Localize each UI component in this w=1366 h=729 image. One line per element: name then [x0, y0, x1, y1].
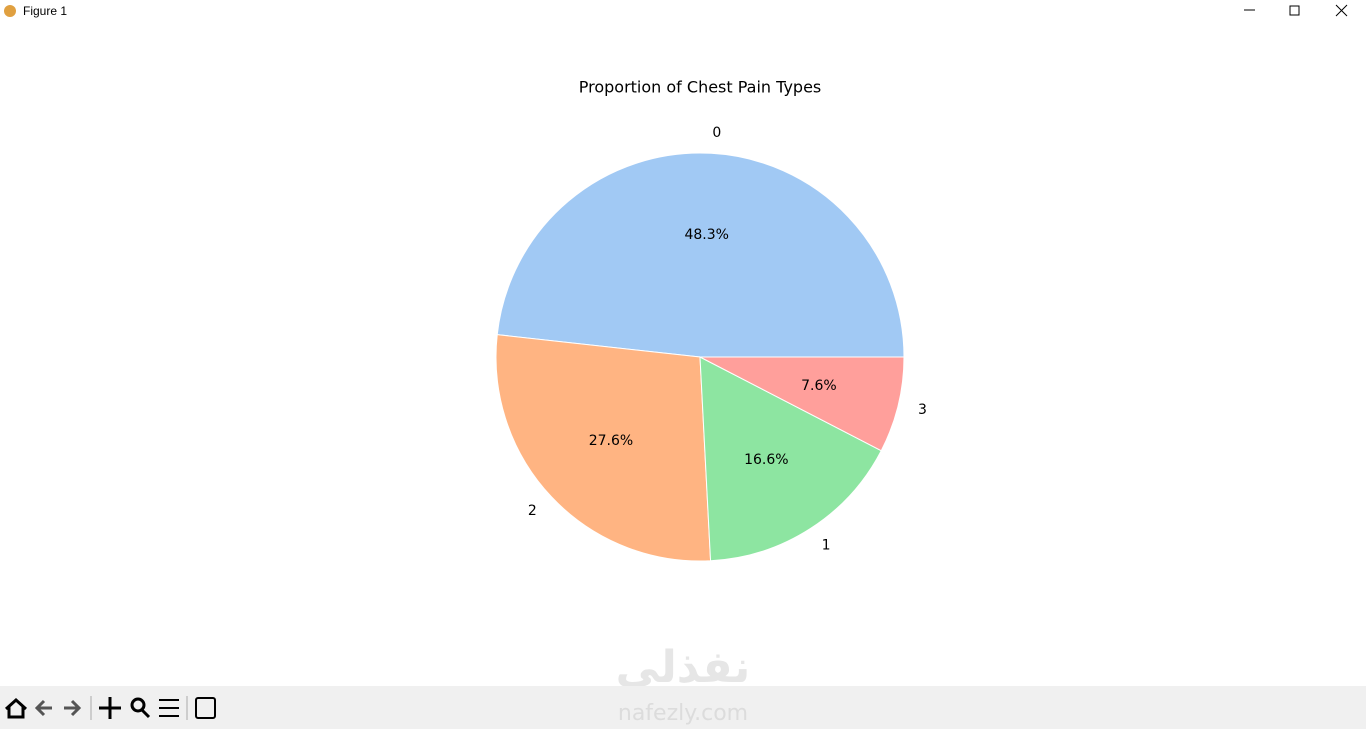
- toolbar: [0, 686, 1366, 729]
- pie: 0 48.3% 2 27.6% 1 16.6% 3 7.6%: [495, 125, 927, 562]
- slice-label: 3: [918, 402, 927, 418]
- close-button[interactable]: [1335, 4, 1348, 17]
- chart-title: Proportion of Chest Pain Types: [579, 78, 822, 97]
- slice-label: 1: [822, 538, 831, 554]
- window-title: Figure 1: [23, 4, 67, 18]
- restore-button[interactable]: [1289, 5, 1300, 16]
- app-icon: [4, 5, 16, 17]
- watermark-latin: nafezly.com: [618, 701, 748, 726]
- forward-button[interactable]: [64, 699, 82, 717]
- save-button[interactable]: [195, 697, 216, 719]
- pie-slice: [496, 152, 905, 358]
- percent-label: 27.6%: [589, 433, 633, 449]
- pie-slice: [495, 334, 712, 562]
- back-button[interactable]: [34, 699, 52, 717]
- home-button[interactable]: [4, 697, 28, 719]
- pie-slice: [699, 356, 882, 562]
- percent-label: 16.6%: [744, 452, 788, 468]
- zoom-button[interactable]: [130, 697, 146, 713]
- percent-label: 48.3%: [684, 227, 728, 243]
- zoom-handle: [140, 708, 151, 719]
- title-bar: [0, 0, 1366, 24]
- configure-button[interactable]: [159, 699, 179, 717]
- percent-label: 7.6%: [801, 378, 837, 394]
- slice-label: 2: [528, 503, 537, 519]
- watermark-arabic: نفذلي: [616, 642, 751, 693]
- slice-label: 0: [712, 125, 721, 141]
- pan-button[interactable]: [99, 697, 121, 719]
- pie-slice: [699, 356, 905, 452]
